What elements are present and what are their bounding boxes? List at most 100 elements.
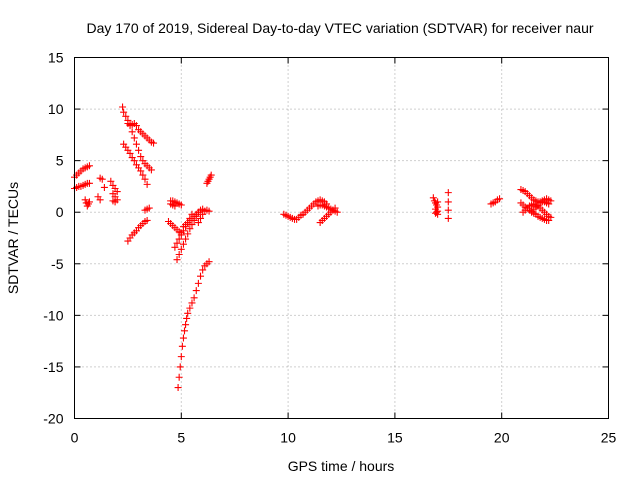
data-point	[137, 153, 145, 161]
y-tick-label: 10	[48, 101, 64, 117]
data-point	[433, 208, 441, 216]
data-point	[135, 146, 143, 154]
y-tick-labels: -20 -15 -10 -5 0 5 10 15	[43, 50, 63, 427]
data-point	[197, 214, 205, 222]
data-point	[188, 221, 196, 229]
data-point	[130, 134, 138, 142]
x-tick-label: 25	[601, 430, 617, 446]
series-arc-d3	[314, 201, 341, 216]
data-point	[122, 112, 130, 120]
data-point	[179, 240, 187, 248]
data-point	[444, 198, 452, 206]
data-point	[175, 373, 183, 381]
data-point	[182, 235, 190, 243]
data-point	[444, 189, 452, 197]
axis-ticks	[74, 57, 609, 419]
data-point	[128, 128, 136, 136]
data-point	[177, 201, 185, 209]
y-tick-label: -10	[43, 307, 63, 323]
data-point	[132, 122, 140, 130]
y-tick-label: 15	[48, 50, 64, 66]
data-point	[197, 272, 205, 280]
y-tick-label: 5	[56, 153, 64, 169]
data-point	[181, 327, 189, 335]
x-tick-label: 15	[387, 430, 403, 446]
y-tick-label: -15	[43, 359, 63, 375]
data-point	[184, 230, 192, 238]
gridlines	[74, 57, 609, 419]
data-point	[207, 171, 215, 179]
data-point	[100, 183, 108, 191]
data-point	[192, 287, 200, 295]
data-point	[179, 334, 187, 342]
series-arc-c1	[167, 197, 185, 210]
x-tick-labels: 0 5 10 15 20 25	[71, 430, 617, 446]
y-axis-label: SDTVAR / TECUs	[5, 182, 21, 294]
x-tick-label: 20	[494, 430, 510, 446]
chart-title: Day 170 of 2019, Sidereal Day-to-day VTE…	[86, 20, 593, 36]
data-point	[188, 299, 196, 307]
series-arc-e1	[429, 194, 442, 218]
data-point	[120, 108, 128, 116]
data-point	[85, 162, 93, 170]
plot-frame	[74, 57, 609, 419]
data-point	[177, 231, 185, 239]
series-arc-c7	[203, 171, 215, 187]
data-point	[126, 149, 134, 157]
data-point	[143, 216, 151, 224]
series-arc-c6	[194, 206, 213, 227]
series-arc-a5	[107, 177, 121, 206]
data-point	[113, 188, 121, 196]
data-point	[130, 157, 138, 165]
data-point	[173, 256, 181, 264]
data-point	[429, 194, 437, 202]
x-tick-label: 5	[177, 430, 185, 446]
data-point	[98, 175, 106, 183]
data-point	[107, 177, 115, 185]
data-point	[547, 213, 555, 221]
y-tick-label: -5	[51, 256, 64, 272]
data-point	[186, 304, 194, 312]
data-point	[85, 179, 93, 187]
data-point	[96, 196, 104, 204]
data-point	[333, 208, 341, 216]
data-point	[132, 140, 140, 148]
data-point	[190, 294, 198, 302]
data-point	[177, 245, 185, 253]
data-point	[183, 314, 191, 322]
series-arc-c3	[173, 208, 202, 264]
x-tick-label: 0	[71, 430, 79, 446]
data-point	[111, 198, 119, 206]
y-tick-label: 0	[56, 204, 64, 220]
data-point	[139, 171, 147, 179]
data-point	[141, 175, 149, 183]
data-point	[184, 309, 192, 317]
data-point	[175, 251, 183, 259]
data-point	[137, 167, 145, 175]
x-tick-label: 10	[280, 430, 296, 446]
data-point	[143, 180, 151, 188]
data-point	[81, 196, 89, 204]
data-point	[182, 321, 190, 329]
series-arc-e2	[444, 189, 452, 222]
series-arc-b2	[120, 140, 151, 188]
series-arc-b3	[124, 120, 158, 147]
data-point	[194, 219, 202, 227]
series-arc-b5	[141, 204, 153, 214]
data-point	[150, 139, 158, 147]
data-point	[205, 207, 213, 215]
data-point	[194, 279, 202, 287]
series-arc-c8	[174, 258, 213, 392]
data-point	[176, 363, 184, 371]
data-point	[186, 225, 194, 233]
data-point	[173, 239, 181, 247]
data-point	[177, 353, 185, 361]
data-point	[145, 204, 153, 212]
data-point	[147, 166, 155, 174]
series-arc-b4	[124, 216, 151, 245]
series-arc-e3	[487, 195, 504, 208]
data-points	[71, 103, 555, 392]
data-point	[178, 342, 186, 350]
data-point	[444, 214, 452, 222]
